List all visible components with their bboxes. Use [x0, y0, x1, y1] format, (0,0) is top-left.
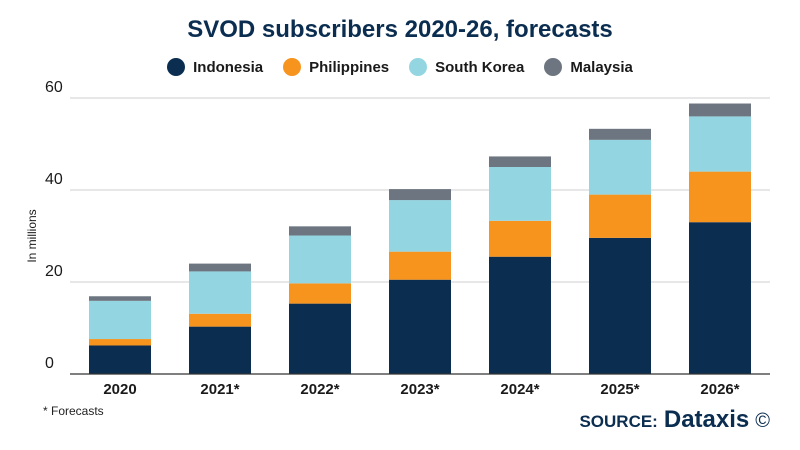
y-axis-label: In millions: [25, 209, 39, 262]
legend-item-south-korea: South Korea: [409, 58, 524, 76]
bar-south-korea-2: [289, 235, 351, 284]
bar-malaysia-3: [389, 189, 451, 201]
x-tick-label-6: 2026*: [700, 381, 739, 398]
bar-indonesia-4: [489, 256, 551, 374]
bar-indonesia-3: [389, 279, 451, 374]
legend-label-indonesia: Indonesia: [193, 58, 264, 76]
y-tick-label-20: 20: [45, 263, 63, 280]
bar-indonesia-1: [189, 326, 251, 374]
legend-label-malaysia: Malaysia: [570, 58, 633, 76]
bar-south-korea-6: [689, 116, 751, 172]
legend-label-south-korea: South Korea: [435, 58, 525, 76]
bar-south-korea-5: [589, 139, 651, 195]
y-tick-label-40: 40: [45, 171, 63, 188]
bar-philippines-2: [289, 283, 351, 304]
bar-indonesia-2: [289, 303, 351, 374]
x-tick-label-3: 2023*: [400, 381, 439, 398]
bar-philippines-0: [89, 339, 151, 346]
legend-swatch-malaysia: [544, 58, 563, 76]
bar-south-korea-1: [189, 271, 251, 314]
source-brand-logo: Dataxis: [663, 406, 750, 433]
copyright-icon: ©: [755, 410, 770, 432]
bar-south-korea-0: [89, 300, 151, 340]
x-tick-label-5: 2025*: [600, 381, 639, 398]
legend-item-malaysia: Malaysia: [544, 58, 633, 76]
bar-malaysia-2: [289, 226, 351, 236]
bar-malaysia-1: [189, 263, 251, 272]
legend-swatch-south-korea: [409, 58, 428, 76]
x-tick-label-0: 2020: [103, 381, 136, 398]
bar-indonesia-6: [689, 222, 751, 374]
legend-label-philippines: Philippines: [309, 58, 390, 76]
footnote: * Forecasts: [43, 404, 104, 418]
bar-south-korea-4: [489, 167, 551, 221]
legend-swatch-indonesia: [167, 58, 186, 76]
y-tick-label-60: 60: [45, 79, 63, 96]
bar-malaysia-5: [589, 128, 651, 140]
bar-malaysia-4: [489, 156, 551, 167]
bar-malaysia-0: [89, 296, 151, 301]
bar-indonesia-0: [89, 345, 151, 374]
bar-philippines-1: [189, 313, 251, 327]
legend: Indonesia Philippines South Korea Malays…: [0, 58, 800, 76]
chart-title: SVOD subscribers 2020-26, forecasts: [187, 16, 613, 43]
bar-indonesia-5: [589, 237, 651, 374]
source-label: SOURCE:: [579, 412, 658, 431]
legend-swatch-philippines: [283, 58, 302, 76]
bar-philippines-6: [689, 171, 751, 223]
x-tick-label-4: 2024*: [500, 381, 539, 398]
x-tick-label-1: 2021*: [200, 381, 239, 398]
legend-item-philippines: Philippines: [283, 58, 389, 76]
y-tick-label-0: 0: [45, 355, 54, 372]
source-credit: SOURCE: Dataxis ©: [579, 406, 770, 434]
legend-item-indonesia: Indonesia: [167, 58, 263, 76]
x-tick-label-2: 2022*: [300, 381, 339, 398]
bar-philippines-5: [589, 194, 651, 238]
bar-south-korea-3: [389, 200, 451, 252]
bar-philippines-4: [489, 220, 551, 257]
bar-philippines-3: [389, 251, 451, 280]
bar-malaysia-6: [689, 103, 751, 117]
